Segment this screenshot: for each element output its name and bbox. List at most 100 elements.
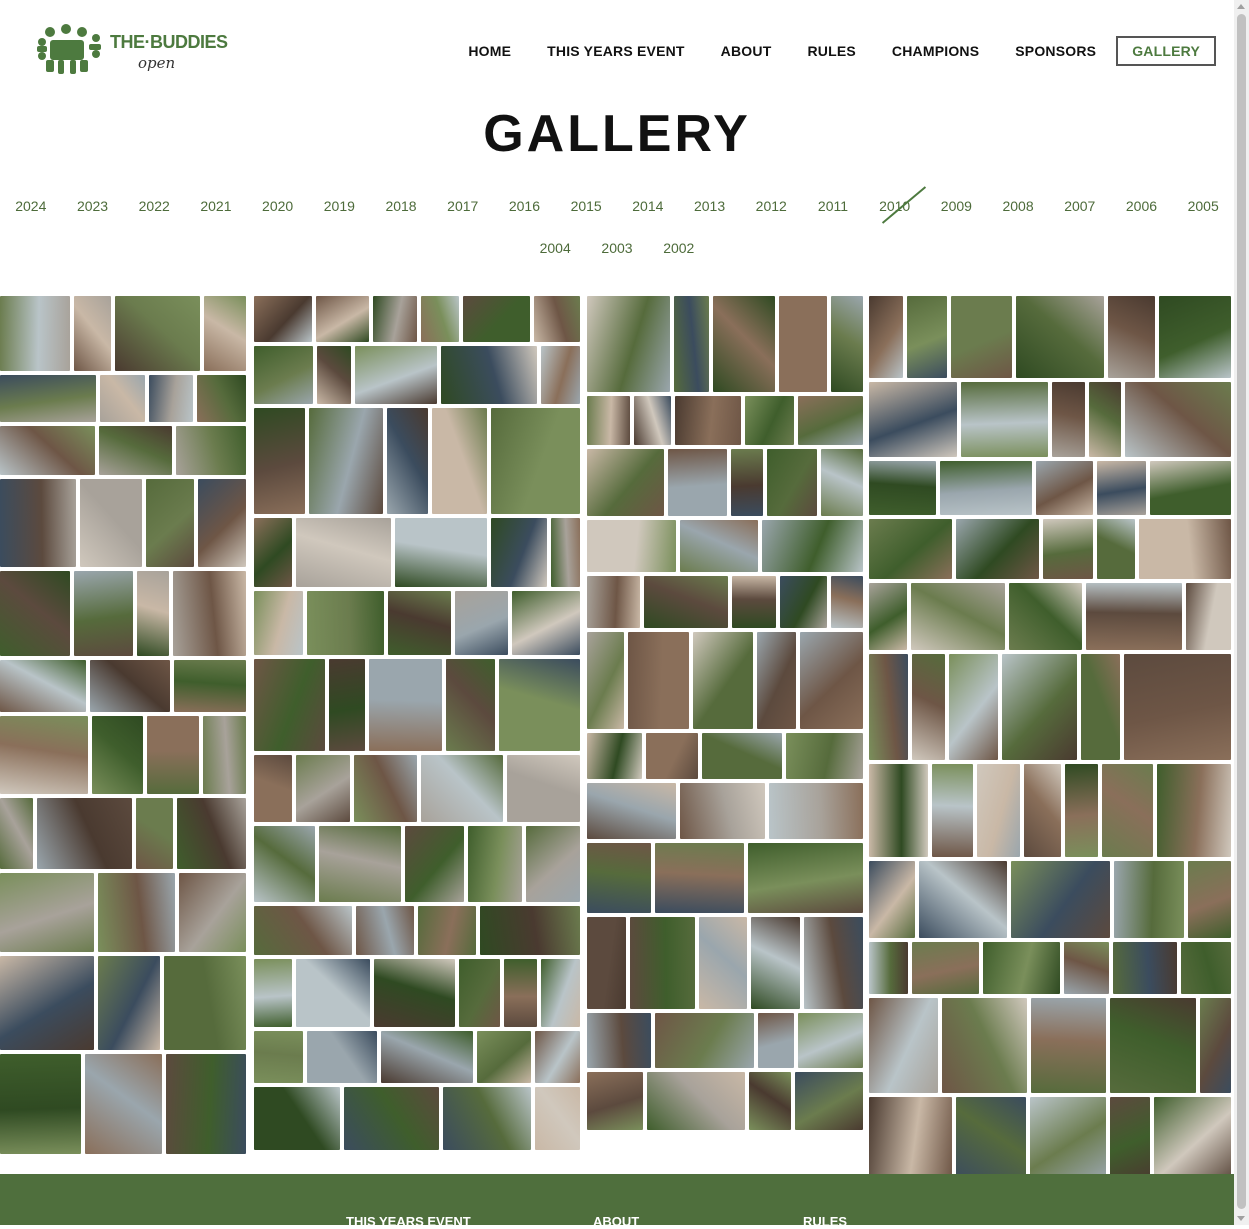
gallery-photo[interactable] bbox=[1031, 998, 1106, 1093]
gallery-photo[interactable] bbox=[309, 408, 383, 514]
gallery-photo[interactable] bbox=[1030, 1097, 1106, 1180]
gallery-photo[interactable] bbox=[316, 296, 369, 342]
gallery-photo[interactable] bbox=[1110, 1097, 1150, 1180]
scroll-down-icon[interactable] bbox=[1237, 1216, 1245, 1221]
gallery-photo[interactable] bbox=[296, 755, 350, 822]
gallery-photo[interactable] bbox=[587, 576, 640, 628]
gallery-photo[interactable] bbox=[869, 461, 936, 515]
gallery-photo[interactable] bbox=[869, 764, 928, 857]
gallery-photo[interactable] bbox=[869, 654, 908, 760]
gallery-photo[interactable] bbox=[731, 449, 763, 516]
gallery-photo[interactable] bbox=[37, 798, 132, 869]
gallery-photo[interactable] bbox=[504, 959, 537, 1027]
scroll-up-icon[interactable] bbox=[1237, 4, 1245, 9]
gallery-photo[interactable] bbox=[0, 716, 88, 794]
gallery-photo[interactable] bbox=[587, 632, 624, 729]
gallery-photo[interactable] bbox=[254, 959, 292, 1027]
gallery-photo[interactable] bbox=[1102, 764, 1153, 857]
gallery-photo[interactable] bbox=[198, 479, 246, 567]
gallery-photo[interactable] bbox=[1188, 861, 1231, 938]
gallery-photo[interactable] bbox=[99, 426, 172, 475]
gallery-photo[interactable] bbox=[869, 296, 903, 378]
gallery-photo[interactable] bbox=[983, 942, 1060, 994]
footer-link-rules[interactable]: RULES bbox=[803, 1214, 848, 1229]
gallery-photo[interactable] bbox=[977, 764, 1020, 857]
gallery-photo[interactable] bbox=[655, 843, 744, 913]
gallery-photo[interactable] bbox=[587, 296, 670, 392]
gallery-photo[interactable] bbox=[1065, 764, 1098, 857]
gallery-photo[interactable] bbox=[713, 296, 775, 392]
year-link-2017[interactable]: 2017 bbox=[447, 198, 479, 214]
gallery-photo[interactable] bbox=[630, 917, 695, 1009]
gallery-photo[interactable] bbox=[446, 659, 495, 751]
gallery-photo[interactable] bbox=[587, 783, 676, 839]
gallery-photo[interactable] bbox=[1200, 998, 1231, 1093]
gallery-photo[interactable] bbox=[0, 571, 70, 656]
gallery-photo[interactable] bbox=[354, 755, 417, 822]
gallery-photo[interactable] bbox=[732, 576, 776, 628]
gallery-photo[interactable] bbox=[1024, 764, 1061, 857]
gallery-photo[interactable] bbox=[804, 917, 863, 1009]
gallery-photo[interactable] bbox=[1064, 942, 1109, 994]
year-link-2019[interactable]: 2019 bbox=[323, 198, 355, 214]
gallery-photo[interactable] bbox=[381, 1031, 473, 1083]
gallery-photo[interactable] bbox=[166, 1054, 246, 1154]
year-link-2012[interactable]: 2012 bbox=[755, 198, 787, 214]
year-link-2013[interactable]: 2013 bbox=[693, 198, 726, 214]
gallery-photo[interactable] bbox=[204, 296, 246, 371]
year-link-2016[interactable]: 2016 bbox=[508, 198, 541, 214]
gallery-photo[interactable] bbox=[254, 296, 312, 342]
gallery-photo[interactable] bbox=[1181, 942, 1231, 994]
gallery-photo[interactable] bbox=[92, 716, 143, 794]
gallery-photo[interactable] bbox=[177, 798, 246, 869]
gallery-photo[interactable] bbox=[1043, 519, 1093, 579]
gallery-photo[interactable] bbox=[869, 942, 908, 994]
gallery-photo[interactable] bbox=[388, 591, 451, 655]
year-link-2014[interactable]: 2014 bbox=[632, 198, 664, 214]
gallery-photo[interactable] bbox=[912, 942, 979, 994]
gallery-photo[interactable] bbox=[587, 1013, 651, 1068]
gallery-photo[interactable] bbox=[254, 755, 292, 822]
gallery-photo[interactable] bbox=[634, 396, 671, 445]
gallery-photo[interactable] bbox=[455, 591, 508, 655]
gallery-photo[interactable] bbox=[1139, 519, 1231, 579]
gallery-photo[interactable] bbox=[674, 296, 709, 392]
gallery-photo[interactable] bbox=[432, 408, 487, 514]
gallery-photo[interactable] bbox=[512, 591, 580, 655]
gallery-photo[interactable] bbox=[307, 1031, 377, 1083]
gallery-photo[interactable] bbox=[1159, 296, 1231, 378]
gallery-photo[interactable] bbox=[254, 826, 315, 902]
year-link-2002[interactable]: 2002 bbox=[663, 240, 695, 256]
gallery-photo[interactable] bbox=[0, 296, 70, 371]
gallery-photo[interactable] bbox=[115, 296, 200, 371]
gallery-photo[interactable] bbox=[1009, 583, 1082, 650]
scroll-thumb[interactable] bbox=[1237, 14, 1246, 1209]
gallery-photo[interactable] bbox=[174, 660, 246, 712]
gallery-photo[interactable] bbox=[1036, 461, 1093, 515]
gallery-photo[interactable] bbox=[541, 959, 580, 1027]
gallery-photo[interactable] bbox=[798, 396, 863, 445]
gallery-photo[interactable] bbox=[745, 396, 794, 445]
year-link-2020[interactable]: 2020 bbox=[262, 198, 294, 214]
gallery-photo[interactable] bbox=[769, 783, 863, 839]
gallery-photo[interactable] bbox=[0, 479, 76, 567]
gallery-photo[interactable] bbox=[932, 764, 973, 857]
gallery-photo[interactable] bbox=[762, 520, 863, 572]
gallery-photo[interactable] bbox=[149, 375, 193, 422]
gallery-photo[interactable] bbox=[421, 296, 459, 342]
gallery-photo[interactable] bbox=[80, 479, 142, 567]
gallery-photo[interactable] bbox=[0, 1054, 81, 1154]
gallery-photo[interactable] bbox=[647, 1072, 745, 1130]
gallery-photo[interactable] bbox=[421, 755, 503, 822]
gallery-photo[interactable] bbox=[1108, 296, 1155, 378]
gallery-photo[interactable] bbox=[254, 1087, 340, 1150]
gallery-photo[interactable] bbox=[203, 716, 246, 794]
gallery-photo[interactable] bbox=[296, 518, 391, 587]
site-logo[interactable]: THE·BUDDIES open bbox=[36, 24, 228, 76]
gallery-photo[interactable] bbox=[100, 375, 145, 422]
year-link-2004[interactable]: 2004 bbox=[539, 240, 571, 256]
gallery-photo[interactable] bbox=[1186, 583, 1231, 650]
gallery-photo[interactable] bbox=[699, 917, 747, 1009]
gallery-photo[interactable] bbox=[795, 1072, 863, 1130]
gallery-photo[interactable] bbox=[869, 519, 952, 579]
